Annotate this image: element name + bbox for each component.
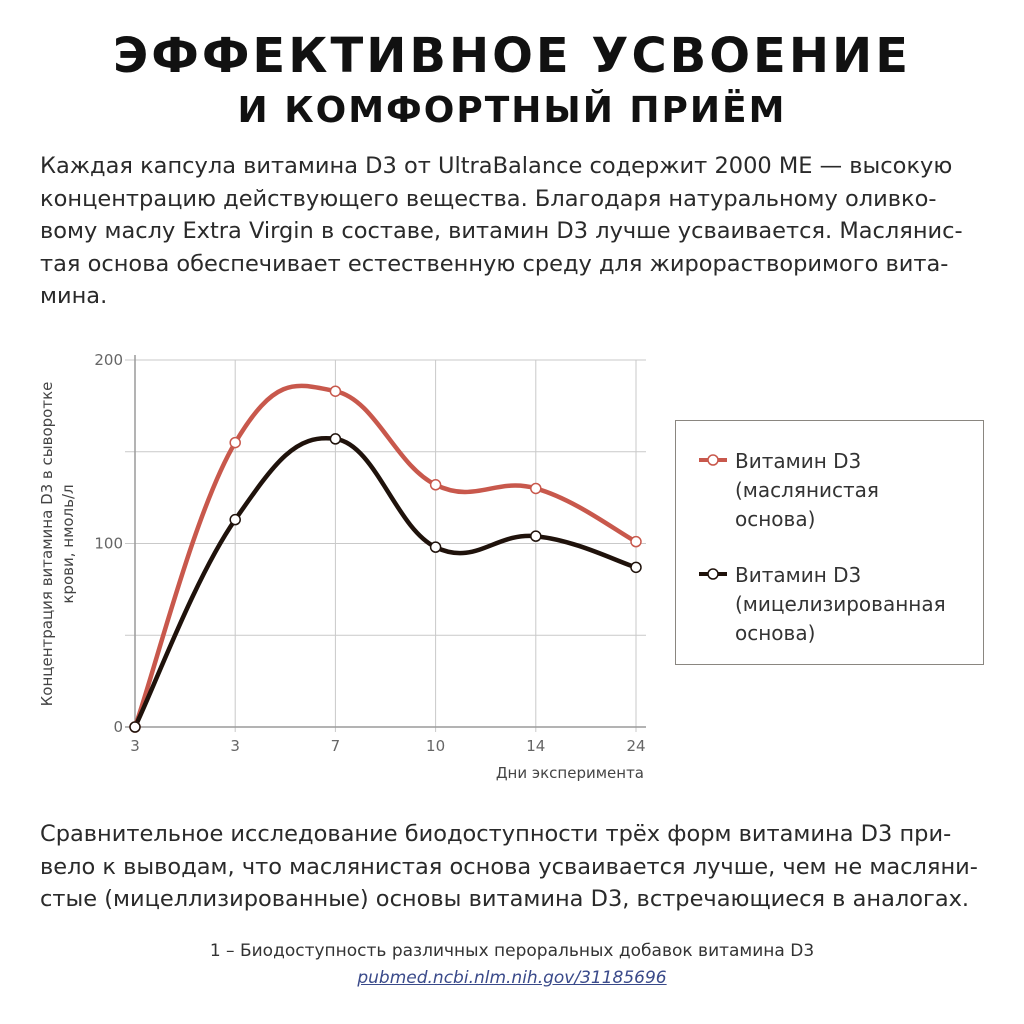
page-title: ЭФФЕКТИВНОЕ УСВОЕНИЕ [113, 28, 911, 84]
x-tick-label: 3 [230, 737, 240, 755]
concentration-chart: 0 100 200 3 3 7 10 14 24 Дни эксперимента Концентр… [38, 351, 646, 782]
intro-line: концентрацию действующего вещества. Благ… [40, 185, 937, 212]
series-line-oil [132, 383, 639, 730]
data-point-oil [429, 479, 442, 491]
x-axis-title: Дни эксперимента [496, 764, 644, 782]
data-point-micelle [429, 541, 442, 553]
chart-legend: Витамин D3 (масляниcтая основа) Витамин … [675, 420, 984, 665]
page-subtitle: И КОМФОРТНЫЙ ПРИЁМ [237, 90, 787, 131]
legend-label-oil: Витамин D3 (масляниcтая основа) [735, 449, 879, 531]
chart-axes [125, 355, 646, 728]
data-point-oil [329, 385, 342, 397]
data-point-oil [630, 535, 642, 548]
conclusion-line: вело к выводам, что масляниcтая основа у… [40, 853, 978, 880]
conclusion-line: стые (мицеллизированные) основы витамина… [40, 886, 970, 912]
data-point-oil [530, 482, 542, 495]
data-point-micelle [329, 433, 342, 445]
x-tick-label: 10 [426, 737, 445, 755]
y-axis-title: Концентрация витамина D3 в сыворотке кров… [38, 382, 77, 707]
conclusion-line: Сравнительное исследование биодоступност… [40, 821, 952, 847]
footnote: 1 – Биодоступность различных пероральных… [0, 938, 1024, 992]
y-axis-title-line: крови, нмоль/л [59, 484, 77, 603]
conclusion-paragraph: Сравнительное исследование биодоступност… [40, 818, 990, 916]
y-tick-label: 200 [94, 351, 123, 369]
chart-labels: 0 100 200 3 3 7 10 14 24 Дни эксперимента Концентр… [38, 351, 646, 782]
legend-line-icon-micelle [699, 568, 727, 580]
intro-line: тая основа обеспечивает естественную сре… [40, 250, 949, 277]
chart-grid [125, 359, 646, 732]
intro-paragraph: Каждая капсула витамина D3 от UltraBalan… [40, 150, 990, 313]
x-tick-label: 24 [626, 737, 645, 755]
source-link[interactable]: pubmed.ncbi.nlm.nih.gov/31185696 [357, 968, 667, 988]
intro-line: вому маслу Extra Virgin в составе, витам… [40, 218, 963, 244]
legend-line-icon-oil [699, 454, 727, 466]
footnote-text: 1 – Биодоступность различных пероральных… [209, 941, 815, 961]
x-tick-label: 7 [331, 737, 341, 755]
data-point-oil [229, 436, 241, 449]
legend-item-micelle: Витамин D3 (мицелизированная основа) [698, 561, 975, 648]
y-tick-label: 100 [94, 535, 123, 553]
x-tick-label: 14 [526, 737, 545, 755]
series-line-micelle [132, 435, 639, 730]
x-tick-label: 3 [130, 737, 140, 755]
data-point-micelle [630, 561, 642, 574]
chart-series [129, 383, 642, 733]
y-tick-label: 0 [113, 718, 123, 736]
intro-line: Каждая капсула витамина D3 от UltraBalan… [40, 153, 953, 179]
legend-item-oil: Витамин D3 (масляниcтая основа) [698, 447, 975, 534]
data-point-micelle [229, 513, 241, 526]
data-point-micelle [129, 721, 141, 733]
legend-label-micelle: Витамин D3 (мицелизированная основа) [735, 563, 946, 645]
intro-line: мина. [40, 283, 108, 309]
data-point-micelle [530, 530, 542, 542]
y-axis-title-line: Концентрация витамина D3 в сыворотке [38, 382, 56, 707]
